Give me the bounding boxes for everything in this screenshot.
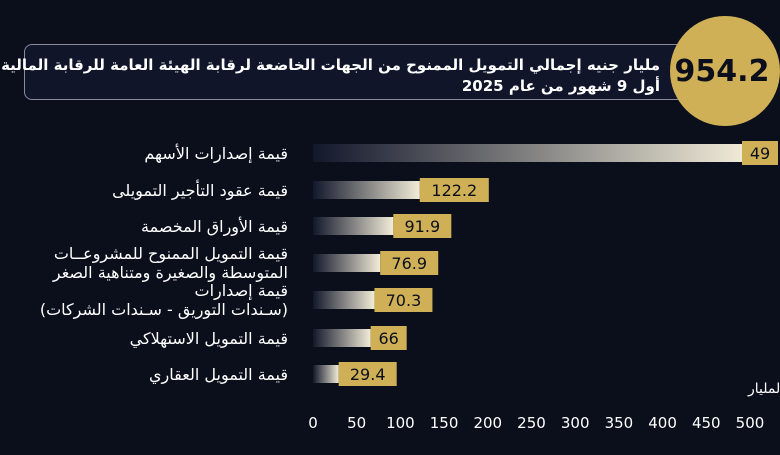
bar-3 bbox=[313, 254, 381, 272]
category-label-line: قيمة التمويل الممنوح للمشروعــات bbox=[53, 244, 288, 263]
category-label-line: المتوسطة والصغيرة ومتناهية الصغر bbox=[52, 263, 288, 282]
category-label-line: (سـندات التوريق - سـندات الشركات) bbox=[39, 300, 288, 319]
bar-2 bbox=[313, 217, 394, 235]
x-tick-label: 100 bbox=[386, 414, 415, 432]
category-label-line: قيمة الأوراق المخصمة bbox=[141, 216, 288, 236]
x-tick-label: 300 bbox=[561, 414, 590, 432]
value-label-box-6 bbox=[338, 362, 397, 386]
category-label: قيمة الأوراق المخصمة bbox=[0, 217, 288, 236]
value-label-box-5 bbox=[370, 326, 407, 350]
bar-6 bbox=[313, 365, 339, 383]
value-label-box-1 bbox=[419, 178, 489, 202]
category-label: قيمة إصدارات (سـندات التوريق - سـندات الش… bbox=[0, 281, 288, 319]
category-label: قيمة التمويل الممنوح للمشروعــات المتوسطة… bbox=[0, 244, 288, 282]
category-label-line: قيمة إصدارات bbox=[194, 281, 289, 300]
total-badge: 954.2 bbox=[670, 16, 780, 126]
category-label-line: قيمة إصدارات الأسهم bbox=[144, 143, 288, 163]
value-label-box-0 bbox=[742, 141, 778, 165]
value-label-box-3 bbox=[380, 251, 439, 275]
bar-0 bbox=[313, 144, 748, 162]
x-tick-label: 450 bbox=[692, 414, 721, 432]
x-tick-label: 0 bbox=[308, 414, 318, 432]
x-tick-label: 250 bbox=[517, 414, 546, 432]
x-tick-label: 350 bbox=[605, 414, 634, 432]
category-label: قيمة التمويل العقاري bbox=[0, 365, 288, 384]
value-label-5: 66 bbox=[379, 329, 399, 348]
value-label-0: 49 bbox=[750, 144, 770, 163]
x-tick-label: 200 bbox=[473, 414, 502, 432]
category-label: قيمة التمويل الاستهلاكي bbox=[0, 329, 288, 348]
value-label-box-2 bbox=[393, 214, 452, 238]
bars-group: 49 122.2 91.9 76.9 70.3 66 29.4 bbox=[313, 141, 778, 386]
value-label-4: 70.3 bbox=[386, 291, 422, 310]
value-label-box-4 bbox=[374, 288, 433, 312]
chart-title-line1: مليار جنيه إجمالي التمويل الممنوح من الج… bbox=[1, 56, 660, 74]
header-box bbox=[24, 44, 724, 100]
value-label-2: 91.9 bbox=[405, 217, 441, 236]
category-label: قيمة عقود التأجير التمويلى bbox=[0, 181, 288, 200]
category-label-line: قيمة عقود التأجير التمويلى bbox=[112, 180, 288, 200]
chart-title-line2: أول 9 شهور من عام 2025 bbox=[461, 77, 660, 95]
category-label: قيمة إصدارات الأسهم bbox=[0, 144, 288, 163]
x-tick-label: 150 bbox=[430, 414, 459, 432]
x-tick-label: 500 bbox=[736, 414, 765, 432]
category-label-line: قيمة التمويل الاستهلاكي bbox=[129, 328, 288, 348]
x-axis-label: القيمة بالمليار bbox=[747, 381, 780, 397]
value-label-1: 122.2 bbox=[431, 181, 477, 200]
bar-1 bbox=[313, 181, 420, 199]
value-label-6: 29.4 bbox=[350, 365, 386, 384]
bar-4 bbox=[313, 291, 375, 309]
x-tick-label: 400 bbox=[648, 414, 677, 432]
value-label-3: 76.9 bbox=[391, 254, 427, 273]
category-label-line: قيمة التمويل العقاري bbox=[149, 364, 288, 384]
total-value: 954.2 bbox=[674, 53, 770, 89]
x-tick-label: 50 bbox=[347, 414, 366, 432]
x-axis-ticks: 0 50 100 150 200 250 300 350 400 450 500 bbox=[308, 414, 764, 432]
bar-5 bbox=[313, 329, 371, 347]
